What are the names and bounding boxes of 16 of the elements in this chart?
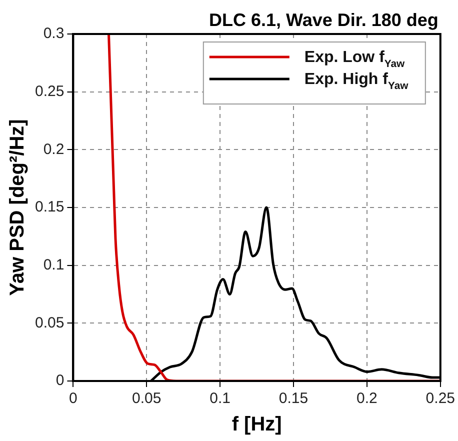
x-tick-label: 0	[69, 390, 78, 408]
y-tick-label: 0.1	[43, 256, 64, 274]
x-tick-label: 0.15	[278, 390, 308, 408]
x-tick-label: 0.2	[356, 390, 378, 408]
y-axis-title: Yaw PSD [deg²/Hz]	[6, 119, 29, 296]
y-tick-label: 0.25	[34, 82, 64, 100]
x-tick-label: 0.25	[426, 390, 456, 408]
x-axis-title: f [Hz]	[232, 414, 282, 436]
y-tick-label: 0.05	[34, 314, 64, 332]
y-tick-label: 0	[56, 372, 64, 390]
y-tick-label: 0.15	[34, 198, 64, 216]
x-tick-label: 0.05	[132, 390, 162, 408]
chart-title: DLC 6.1, Wave Dir. 180 deg	[208, 10, 438, 30]
y-tick-label: 0.3	[43, 25, 64, 42]
y-tick-label: 0.2	[43, 140, 64, 158]
x-tick-label: 0.1	[210, 390, 231, 408]
